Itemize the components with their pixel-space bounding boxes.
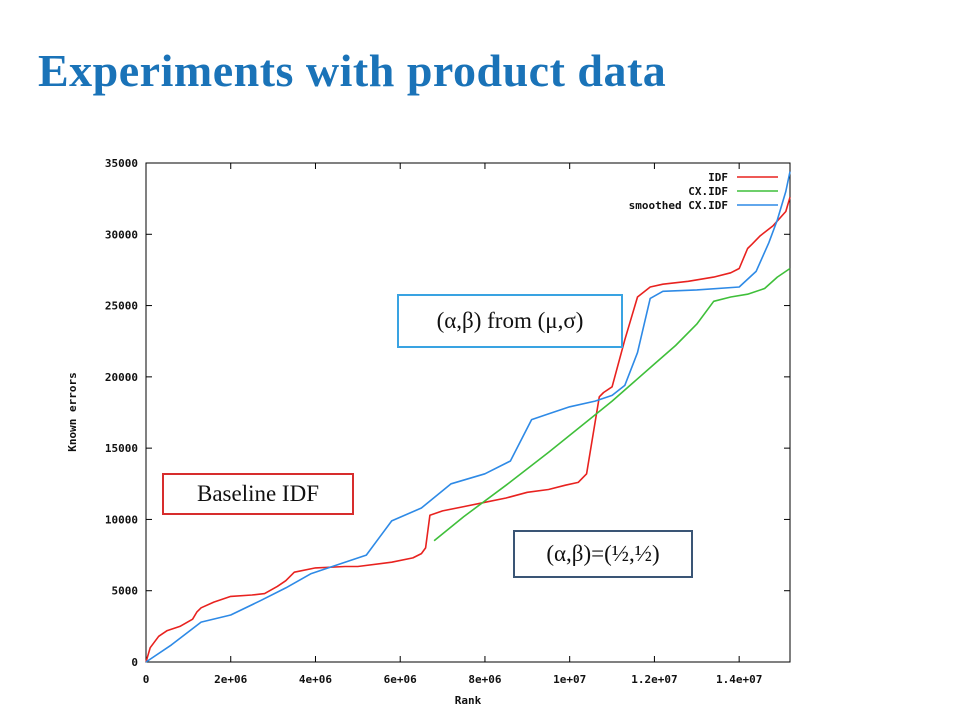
series-line-smoothed-cx-idf (145, 171, 791, 663)
y-tick-label: 20000 (105, 371, 138, 384)
series-line-idf (145, 196, 791, 663)
y-axis-label: Known errors (66, 372, 79, 451)
baseline-idf-callout: Baseline IDF (162, 473, 354, 515)
x-tick-label: 8e+06 (468, 673, 501, 686)
x-tick-label: 0 (143, 673, 150, 686)
plot-frame (145, 162, 791, 663)
half-half-callout: (α,β)=(½,½) (513, 530, 693, 578)
legend-label-cx-idf: CX.IDF (688, 185, 728, 198)
x-tick-label: 1.2e+07 (631, 673, 677, 686)
x-axis-label: Rank (455, 694, 482, 707)
x-tick-label: 4e+06 (299, 673, 332, 686)
y-axis: 0 5000 10000 15000 20000 25000 30000 35000 (105, 157, 790, 669)
x-axis: 0 2e+06 4e+06 6e+06 8e+06 1e+07 1.2e+07 1.4e+07 (143, 163, 762, 686)
x-tick-label: 6e+06 (384, 673, 417, 686)
y-tick-label: 30000 (105, 228, 138, 241)
y-tick-label: 0 (131, 656, 138, 669)
y-tick-label: 35000 (105, 157, 138, 170)
y-tick-label: 10000 (105, 513, 138, 526)
mu-sigma-callout: (α,β) from (μ,σ) (397, 294, 623, 348)
y-tick-label: 15000 (105, 442, 138, 455)
legend-label-smoothed-cx-idf: smoothed CX.IDF (629, 199, 728, 212)
x-tick-label: 2e+06 (214, 673, 247, 686)
y-tick-label: 25000 (105, 300, 138, 313)
series-line-cx-idf (433, 267, 791, 542)
x-tick-label: 1.4e+07 (716, 673, 762, 686)
legend-label-idf: IDF (708, 171, 728, 184)
slide-title: Experiments with product data (38, 45, 667, 96)
series-lines (145, 171, 791, 663)
x-tick-label: 1e+07 (553, 673, 586, 686)
y-tick-label: 5000 (112, 585, 139, 598)
